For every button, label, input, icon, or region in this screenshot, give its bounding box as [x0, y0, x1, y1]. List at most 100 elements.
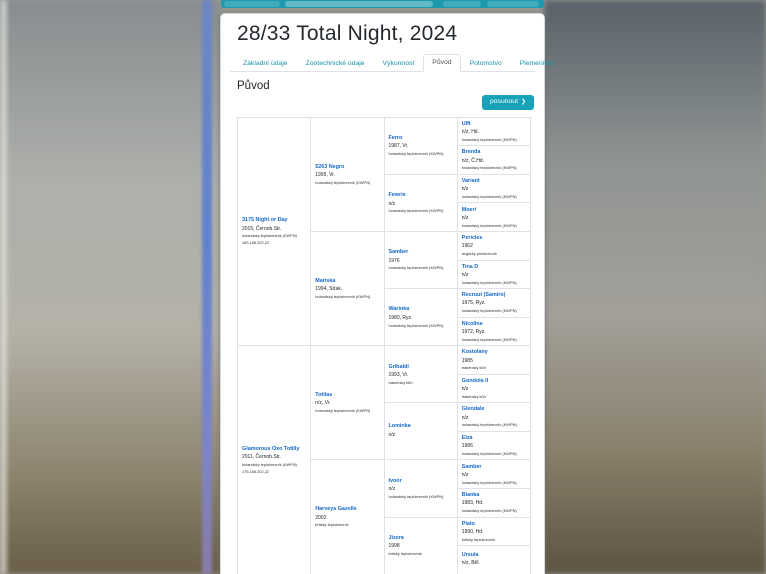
horse-name-link[interactable]: Ursula: [461, 551, 479, 558]
horse-name-link[interactable]: Variant: [461, 177, 480, 184]
pedigree-cell: Variant n/z holandský teplokrevník (KWPN): [457, 175, 530, 204]
pedigree-cell: Harveys Gazelle 2002 britský teplokrevník: [311, 460, 383, 573]
horse-name-link[interactable]: Harveys Gazelle: [315, 506, 357, 513]
horse-name-link[interactable]: Jizera: [388, 534, 404, 541]
navbar-button-left[interactable]: [224, 1, 280, 7]
tab-plemenitba[interactable]: Plemenitba: [511, 55, 563, 72]
horse-breed: holandský teplokrevník (KWPN): [388, 493, 444, 499]
horse-year-color: 1986: [461, 443, 473, 450]
horse-name-link[interactable]: Totilas: [315, 392, 333, 399]
pedigree-cell: Mariska 1994, Strak. holandský teplokrevní…: [311, 232, 384, 347]
horse-year-color: 1985: [461, 357, 473, 364]
horse-year-color: n/z: [388, 200, 396, 207]
horse-breed: holandský teplokrevník (KWPN): [315, 179, 371, 185]
horse-year-color: 2011, Černob.Str.: [242, 454, 281, 461]
tab-vykonnost[interactable]: Výkonnost: [374, 55, 424, 72]
pedigree-cell: Fewrie n/z holandský teplokrevník (KWPN): [384, 175, 457, 232]
horse-year-color: n/z: [461, 214, 469, 221]
horse-name-link[interactable]: Fewrie: [388, 192, 406, 199]
navbar-search-field[interactable]: [285, 1, 433, 7]
horse-name-link[interactable]: Ivoor: [388, 477, 402, 484]
horse-name-link[interactable]: Gribaldi: [388, 363, 409, 370]
horse-year-color: 1990, Hd.: [461, 528, 484, 535]
horse-breed: trakénský kůň: [461, 393, 486, 399]
page-title: 28/33 Total Night, 2024: [237, 22, 458, 45]
horse-name-link[interactable]: 5263 Negro: [315, 163, 345, 170]
horse-name-link[interactable]: Samber: [388, 249, 409, 256]
horse-name-link[interactable]: Brenda: [461, 149, 481, 156]
horse-measurements: 175,166,202,22: [242, 468, 270, 474]
toolbar: posunout ❯: [230, 94, 534, 110]
horse-name-link[interactable]: Glamorous Oxo Totilly: [242, 445, 300, 452]
horse-year-color: 1972, Ryz.: [461, 329, 486, 336]
tab-potomstvo[interactable]: Potomstvo: [461, 55, 511, 72]
horse-breed: holandský teplokrevník (KWPN): [388, 265, 444, 271]
horse-name-link[interactable]: Mariska: [315, 277, 336, 284]
tab-zootechnicke-udaje[interactable]: Zootechnické údaje: [297, 55, 374, 72]
tab-zakladni-udaje[interactable]: Základní údaje: [234, 55, 297, 72]
horse-breed: holandský teplokrevník (KWPN): [388, 208, 444, 214]
horse-name-link[interactable]: Kostolany: [461, 349, 488, 356]
horse-year-color: n/z: [388, 431, 396, 438]
pedigree-generation-1: 3175 Night or Day 2015, Černob.Str. holand…: [238, 117, 312, 574]
horse-breed: britský teplokrevník: [461, 536, 496, 542]
horse-breed: holandský teplokrevník (KWPN): [388, 151, 444, 157]
background-blue-stripe: [202, 0, 212, 574]
horse-year-color: 1994, Strak.: [315, 286, 343, 293]
horse-breed: trakénský kůň: [388, 379, 413, 385]
horse-year-color: 1983, Hd.: [461, 500, 484, 507]
navbar-button-right-1[interactable]: [443, 1, 481, 7]
pedigree-cell: Warinka 1980, Ryz. holandský teplokrevník …: [384, 289, 457, 347]
horse-breed: holandský teplokrevník (KWPN): [315, 293, 371, 299]
pedigree-cell: Totilas n/z, Vr. holandský teplokrevník (K…: [311, 346, 384, 461]
horse-name-link[interactable]: Lominka: [388, 423, 411, 430]
chevron-right-icon: ❯: [520, 99, 526, 106]
horse-year-color: n/z, Vr.: [315, 400, 331, 407]
horse-name-link[interactable]: Recruut (Samiro): [461, 292, 506, 299]
horse-year-color: 1962: [461, 243, 473, 250]
horse-name-link[interactable]: Pericles: [461, 235, 483, 242]
shift-button-label: posunout: [490, 97, 518, 105]
horse-name-link[interactable]: Bianka: [461, 492, 480, 499]
pedigree-cell: Lominka n/z: [384, 403, 457, 461]
pedigree-cell: Pericles 1962 anglický plnokrevník: [457, 232, 530, 261]
horse-name-link[interactable]: Tina D: [461, 263, 479, 270]
horse-year-color: 1998: [388, 543, 400, 550]
horse-name-link[interactable]: Elza: [461, 435, 473, 441]
background-blur-right: [544, 0, 766, 574]
horse-year-color: 1976: [388, 257, 400, 264]
horse-name-link[interactable]: Plato: [461, 520, 475, 527]
horse-name-link[interactable]: Gondola II: [461, 377, 489, 384]
horse-breed: holandský teplokrevník (KWPN): [461, 451, 517, 457]
navbar-button-right-2[interactable]: [487, 1, 539, 7]
pedigree-cell: Nicoline 1972, Ryz. holandský teplokrevník…: [457, 318, 530, 347]
pedigree-generation-3: Ferro 1987, Vr. holandský teplokrevník (KW…: [384, 117, 458, 574]
top-navbar: [221, 0, 544, 8]
horse-year-color: n/z: [461, 471, 469, 478]
tab-bar: Základní údaje Zootechnické údaje Výkonn…: [230, 54, 554, 72]
horse-name-link[interactable]: 3175 Night or Day: [242, 217, 288, 224]
horse-year-color: 1987, Vr.: [388, 143, 409, 150]
horse-name-link[interactable]: Ferro: [388, 135, 403, 142]
shift-button[interactable]: posunout ❯: [482, 94, 534, 110]
horse-measurements: 183,166,202,22: [242, 240, 270, 246]
horse-breed: holandský teplokrevník (KWPN): [388, 322, 444, 328]
horse-year-color: n/z: [388, 486, 396, 493]
tab-puvod[interactable]: Původ: [423, 54, 461, 72]
horse-name-link[interactable]: Warinka: [388, 306, 410, 313]
horse-year-color: n/z, Běl.: [461, 560, 480, 567]
horse-name-link[interactable]: Glendale: [461, 406, 485, 413]
horse-name-link[interactable]: Samber: [461, 463, 482, 470]
horse-breed: holandský teplokrevník (KWPN): [461, 479, 517, 485]
horse-name-link[interactable]: Moeri: [461, 206, 477, 213]
horse-name-link[interactable]: Nicoline: [461, 320, 483, 327]
horse-breed: holandský teplokrevník (KWPN): [242, 461, 297, 467]
horse-name-link[interactable]: Ulft: [461, 120, 471, 127]
horse-breed: holandský teplokrevník (KWPN): [461, 222, 517, 228]
pedigree-cell: 5263 Negro 1995, Vr. holandský teplokrevní…: [311, 118, 384, 232]
pedigree-generation-4: Ulft n/z, Hd. holandský teplokrevník (KWPN…: [457, 118, 530, 574]
pedigree-cell: Moeri n/z holandský teplokrevník (KWPN): [457, 203, 530, 232]
horse-breed: britský teplokrevník: [388, 551, 422, 557]
horse-year-color: n/z: [461, 414, 469, 421]
